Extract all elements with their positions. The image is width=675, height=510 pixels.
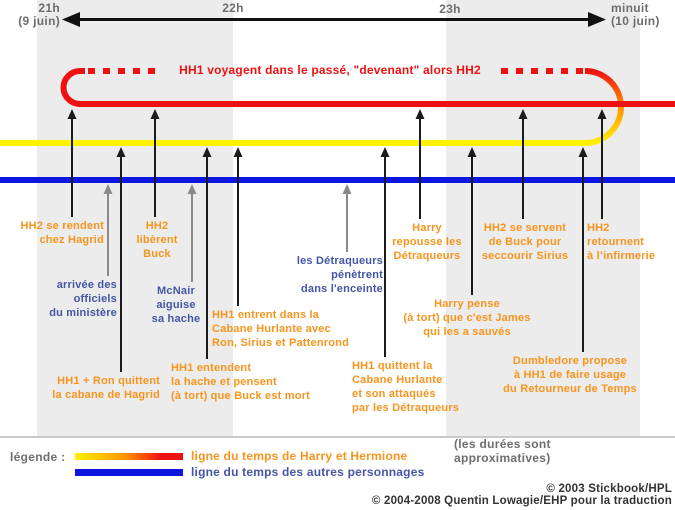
event-label-hh1-quittent-cabane: HH1 quittent la Cabane Hurlante et son a…	[352, 360, 460, 414]
arrowhead-up-icon	[415, 109, 425, 119]
event-label-detraqueurs-enceinte: les Détraqueurs pénètrent dans l'enceint…	[296, 255, 383, 295]
legend-swatch-others-line	[75, 469, 183, 476]
axis-label-23h: 23h	[439, 2, 461, 16]
arrowhead-up-icon	[187, 184, 197, 194]
arrowhead-up-icon	[202, 147, 212, 157]
event-label-dumbledore-propose: Dumbledore propose à HH1 de faire usage …	[503, 355, 637, 395]
event-arrow-harry-repousse	[415, 109, 425, 219]
arrowhead-up-icon	[380, 147, 390, 157]
event-label-arrivee-officiels: arrivée des officiels du ministère	[49, 279, 117, 319]
event-label-hh1-ron-quittent: HH1 + Ron quittent la cabane de Hagrid	[52, 375, 160, 401]
event-arrow-hh2-infirmerie	[597, 109, 607, 219]
credit-line-1: © 2003 Stickbook/HPL	[546, 483, 672, 495]
axis-arrowhead-left-icon	[62, 12, 80, 27]
footer-divider	[0, 436, 675, 438]
legend-label: légende :	[10, 450, 66, 464]
event-label-hh1-entendent-hache: HH1 entendent la hache et pensent (à tor…	[171, 362, 311, 402]
event-label-hh2-chez-hagrid: HH2 se rendent chez Hagrid	[20, 220, 104, 246]
legend-item-others: ligne du temps des autres personnages	[191, 465, 425, 479]
arrowhead-up-icon	[467, 147, 477, 157]
event-label-hh2-liberent-buck: HH2 libèrent Buck	[136, 220, 178, 260]
durations-note: (les durées sont approximatives)	[454, 437, 551, 465]
event-arrow-mcnair-aiguise	[187, 184, 197, 282]
arrowhead-up-icon	[597, 109, 607, 119]
event-arrow-hh2-liberent-buck	[150, 109, 160, 217]
axis-label-21h: 21h (9 juin)	[18, 1, 60, 28]
event-label-hh2-infirmerie: HH2 retournent à l’infirmerie	[587, 222, 656, 262]
event-arrow-harry-pense-james	[467, 147, 477, 295]
arrowhead-up-icon	[518, 109, 528, 119]
event-arrow-dumbledore-propose	[578, 147, 588, 352]
credit-line-2: © 2004-2008 Quentin Lowagie/EHP pour la …	[371, 495, 672, 507]
axis-label-minuit: minuit (10 juin)	[611, 1, 660, 28]
arrowhead-up-icon	[116, 147, 126, 157]
arrowhead-up-icon	[150, 109, 160, 119]
arrowhead-up-icon	[342, 184, 352, 194]
time-axis-arrow	[62, 12, 606, 27]
event-label-hh2-buck-sirius: HH2 se servent de Buck pour seccourir Si…	[481, 222, 569, 262]
event-arrow-arrivee-officiels	[103, 184, 113, 276]
legend-item-harry: ligne du temps de Harry et Hermione	[191, 449, 408, 463]
event-arrow-detraqueurs-enceinte	[342, 184, 352, 252]
arrowhead-up-icon	[233, 147, 243, 157]
axis-label-22h: 22h	[222, 1, 244, 15]
event-label-harry-pense-james: Harry pense (à tort) que c'est James qui…	[403, 298, 531, 338]
event-arrow-hh1-entendent-hache	[202, 147, 212, 359]
event-arrow-hh2-chez-hagrid	[67, 109, 77, 217]
event-arrow-hh1-ron-quittent	[116, 147, 126, 372]
event-arrow-hh2-buck-sirius	[518, 109, 528, 219]
arrowhead-up-icon	[578, 147, 588, 157]
event-label-mcnair-aiguise: McNair aiguise sa hache	[151, 285, 201, 325]
axis-arrowhead-right-icon	[588, 12, 606, 27]
legend-swatch-harry-line	[75, 453, 183, 460]
event-arrow-hh1-entrent-cabane	[233, 147, 243, 306]
loop-title: HH1 voyagent dans le passé, "devenant" a…	[179, 63, 481, 77]
event-arrows	[67, 109, 607, 372]
hour-band-23-24	[446, 0, 640, 437]
timeline-graphics	[0, 12, 675, 372]
arrowhead-up-icon	[67, 109, 77, 119]
event-label-hh1-entrent-cabane: HH1 entrent dans la Cabane Hurlante avec…	[212, 309, 350, 349]
event-label-harry-repousse: Harry repousse les Détraqueurs	[392, 222, 462, 262]
red-loop-curve	[60, 68, 85, 107]
arrowhead-up-icon	[103, 184, 113, 194]
event-arrow-hh1-quittent-cabane	[380, 147, 390, 357]
